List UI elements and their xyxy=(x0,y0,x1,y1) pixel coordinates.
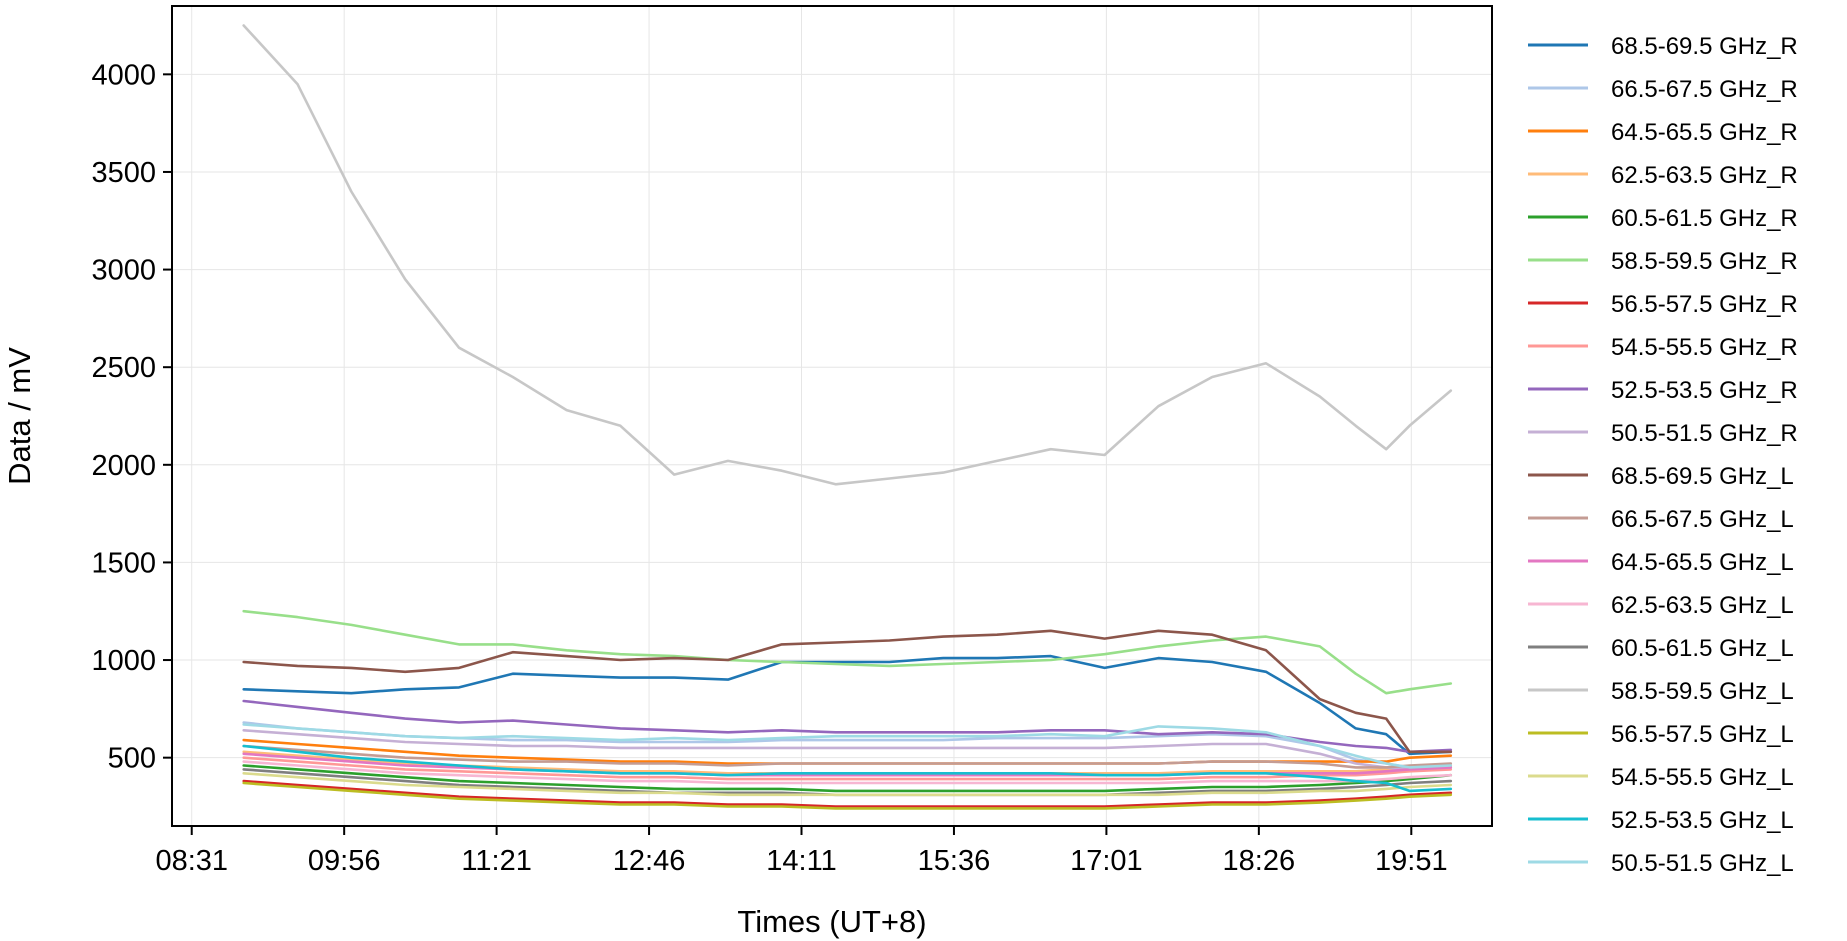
y-tick-label: 2000 xyxy=(91,450,156,482)
series-lines xyxy=(242,24,1453,810)
series-line xyxy=(242,699,1453,754)
legend: 68.5-69.5 GHz_R 66.5-67.5 GHz_R 64.5-65.5 … xyxy=(1528,33,1798,877)
y-tick-label: 1000 xyxy=(91,645,156,677)
series-line xyxy=(242,654,1453,756)
series-line xyxy=(242,781,1453,810)
legend-label: 60.5-61.5 GHz_R xyxy=(1611,205,1798,232)
axis-ticks: 08:31 09:56 11:21 12:46 14:11 15:36 17:01 18:26… xyxy=(91,59,1447,877)
series-line xyxy=(242,609,1453,695)
series-line xyxy=(242,771,1453,797)
legend-label: 66.5-67.5 GHz_R xyxy=(1611,76,1798,103)
x-tick-label: 11:21 xyxy=(461,845,531,877)
plot-frame xyxy=(171,5,1493,827)
legend-label: 64.5-65.5 GHz_L xyxy=(1611,549,1794,576)
x-tick-label: 12:46 xyxy=(613,845,686,877)
legend-label: 64.5-65.5 GHz_R xyxy=(1611,119,1798,146)
legend-label: 58.5-59.5 GHz_L xyxy=(1611,678,1794,705)
legend-label: 66.5-67.5 GHz_L xyxy=(1611,506,1794,533)
legend-label: 54.5-55.5 GHz_R xyxy=(1611,334,1798,361)
legend-label: 50.5-51.5 GHz_L xyxy=(1611,850,1794,877)
series-line xyxy=(242,629,1453,754)
x-tick-label: 15:36 xyxy=(918,845,991,877)
series-line xyxy=(242,760,1453,785)
legend-label: 68.5-69.5 GHz_L xyxy=(1611,463,1794,490)
x-axis-title: Times (UT+8) xyxy=(737,904,926,939)
y-tick-label: 2500 xyxy=(91,352,156,384)
y-tick-label: 1500 xyxy=(91,547,156,579)
x-tick-label: 19:51 xyxy=(1375,845,1448,877)
y-tick-label: 500 xyxy=(108,743,156,775)
x-tick-label: 08:31 xyxy=(155,845,228,877)
y-axis-title: Data / mV xyxy=(2,347,37,485)
legend-label: 62.5-63.5 GHz_R xyxy=(1611,162,1798,189)
series-line xyxy=(242,756,1453,781)
legend-label: 52.5-53.5 GHz_R xyxy=(1611,377,1798,404)
legend-label: 52.5-53.5 GHz_L xyxy=(1611,807,1794,834)
y-tick-label: 3500 xyxy=(91,157,156,189)
series-line xyxy=(242,752,1453,777)
legend-label: 56.5-57.5 GHz_L xyxy=(1611,721,1794,748)
x-tick-label: 17:01 xyxy=(1070,845,1143,877)
series-line xyxy=(242,764,1453,793)
legend-label: 60.5-61.5 GHz_L xyxy=(1611,635,1794,662)
series-line xyxy=(242,779,1453,808)
y-tick-label: 4000 xyxy=(91,59,156,91)
series-line xyxy=(242,24,1453,486)
legend-label: 56.5-57.5 GHz_R xyxy=(1611,291,1798,318)
series-line xyxy=(242,728,1453,771)
legend-label: 54.5-55.5 GHz_L xyxy=(1611,764,1794,791)
series-line xyxy=(242,744,1453,793)
series-line xyxy=(242,744,1453,769)
legend-label: 62.5-63.5 GHz_L xyxy=(1611,592,1794,619)
x-tick-label: 14:11 xyxy=(766,845,836,877)
y-tick-label: 3000 xyxy=(91,255,156,287)
legend-label: 68.5-69.5 GHz_R xyxy=(1611,33,1798,60)
legend-label: 50.5-51.5 GHz_R xyxy=(1611,420,1798,447)
x-tick-label: 18:26 xyxy=(1223,845,1296,877)
x-tick-label: 09:56 xyxy=(308,845,381,877)
series-line xyxy=(242,723,1453,769)
legend-label: 58.5-59.5 GHz_R xyxy=(1611,248,1798,275)
